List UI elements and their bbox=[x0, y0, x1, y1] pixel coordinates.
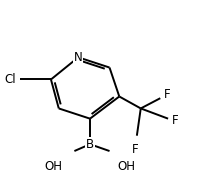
Text: B: B bbox=[86, 138, 94, 151]
Text: F: F bbox=[132, 143, 138, 156]
Text: N: N bbox=[74, 51, 83, 64]
Text: F: F bbox=[172, 114, 179, 127]
Text: OH: OH bbox=[45, 159, 63, 172]
Text: F: F bbox=[164, 88, 171, 101]
Text: Cl: Cl bbox=[4, 73, 16, 86]
Text: OH: OH bbox=[117, 159, 135, 172]
